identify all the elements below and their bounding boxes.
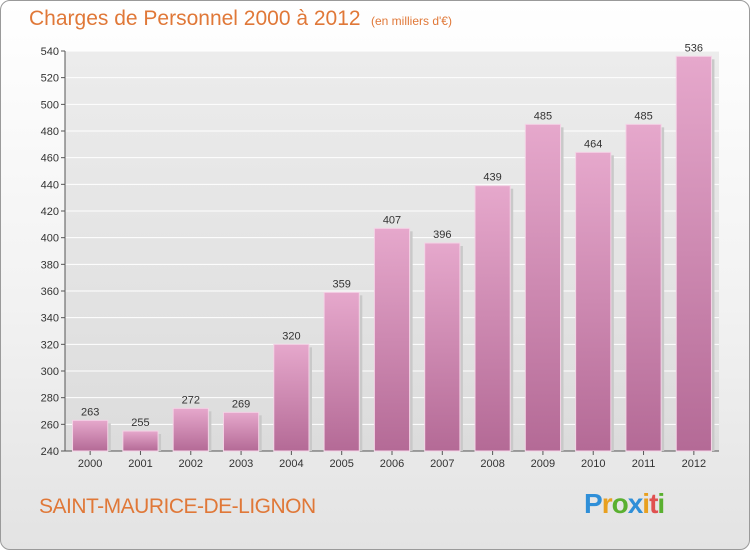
bar-2010 [575, 151, 612, 452]
y-tick-label: 400 [41, 233, 59, 245]
y-tick-label: 340 [41, 313, 59, 325]
logo-letter: t [649, 488, 658, 519]
x-tick-label: 2012 [682, 458, 706, 470]
x-tick-label: 2003 [229, 458, 253, 470]
bar-2006 [373, 227, 411, 452]
y-tick-label: 320 [41, 339, 59, 351]
value-label: 263 [81, 406, 99, 418]
chart-subtitle: (en milliers d'€) [371, 14, 452, 28]
value-label: 439 [483, 172, 501, 184]
y-tick-label: 540 [41, 46, 59, 58]
y-tick-label: 280 [41, 393, 59, 405]
y-tick-label: 360 [41, 286, 59, 298]
bar-2007 [424, 242, 461, 452]
x-tick-label: 2001 [128, 458, 152, 470]
x-tick-label: 2007 [430, 458, 454, 470]
y-tick-label: 260 [41, 419, 59, 431]
bar-2005 [323, 291, 360, 452]
x-tick-label: 2005 [329, 458, 353, 470]
y-tick-label: 460 [41, 153, 59, 165]
y-tick-label: 300 [41, 366, 59, 378]
y-tick-label: 420 [41, 206, 59, 218]
x-tick-label: 2000 [78, 458, 102, 470]
logo-letter: x [627, 488, 644, 519]
bar-2011 [625, 123, 662, 452]
logo-letter: P [584, 488, 603, 519]
logo-letter: r [601, 488, 613, 519]
y-tick-label: 440 [41, 179, 59, 191]
value-label: 320 [282, 330, 300, 342]
value-label: 464 [584, 138, 602, 150]
x-tick-label: 2006 [380, 458, 404, 470]
y-tick-label: 480 [41, 126, 59, 138]
bar-2009 [524, 123, 562, 452]
bar-2004 [273, 343, 310, 452]
value-label: 485 [634, 110, 652, 122]
bar-2012 [675, 55, 712, 452]
commune-name: SAINT-MAURICE-DE-LIGNON [39, 495, 316, 518]
bar-2008 [474, 185, 511, 452]
x-tick-label: 2002 [179, 458, 203, 470]
chart-title: Charges de Personnel 2000 à 2012 [29, 7, 361, 30]
value-label: 359 [333, 278, 351, 290]
x-tick-label: 2004 [279, 458, 303, 470]
value-label: 485 [534, 110, 552, 122]
value-label: 407 [383, 214, 401, 226]
value-label: 269 [232, 398, 250, 410]
y-tick-label: 520 [41, 73, 59, 85]
bar-2001 [122, 430, 159, 452]
logo-letter: i [657, 488, 665, 519]
x-tick-label: 2011 [632, 458, 656, 470]
logo-letter: o [611, 488, 629, 519]
value-label: 272 [182, 394, 200, 406]
x-tick-label: 2008 [480, 458, 504, 470]
logo-letter: i [642, 488, 650, 519]
y-tick-label: 240 [41, 446, 59, 458]
value-label: 255 [131, 417, 149, 429]
bar-2002 [172, 407, 209, 452]
proxiti-logo: Proxiti [584, 488, 665, 520]
value-label: 396 [433, 229, 451, 241]
bar-2000 [72, 419, 109, 452]
bar-2003 [222, 411, 260, 452]
x-tick-label: 2009 [531, 458, 555, 470]
y-tick-label: 380 [41, 259, 59, 271]
value-label: 536 [685, 42, 703, 54]
y-tick-label: 500 [41, 99, 59, 111]
x-tick-label: 2010 [581, 458, 605, 470]
